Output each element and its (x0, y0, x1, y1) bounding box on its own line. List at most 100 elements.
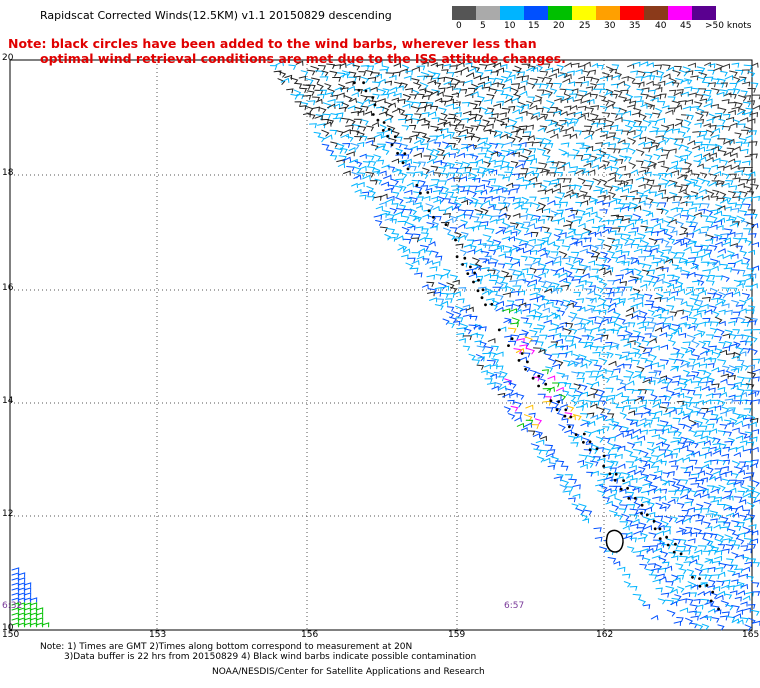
wind-barb (552, 244, 561, 251)
wind-barb (405, 113, 414, 119)
wind-barb (699, 350, 708, 356)
wind-barb (561, 121, 569, 127)
wind-barb (688, 346, 696, 354)
wind-barb (559, 201, 569, 207)
wind-barb (622, 233, 631, 240)
wind-barb (416, 65, 426, 71)
scale-label: 45 (680, 21, 692, 31)
wind-barb (741, 203, 751, 209)
wind-barb (630, 169, 639, 175)
wind-barb (741, 556, 749, 562)
wind-barb (537, 127, 545, 133)
contamination-dot (490, 302, 494, 306)
wind-barb (707, 566, 716, 572)
wind-barb (480, 250, 490, 257)
wind-barb (569, 93, 578, 99)
wind-barb (441, 186, 450, 193)
wind-barb (632, 330, 641, 337)
wind-barb (553, 234, 562, 241)
wind-barb (622, 573, 631, 579)
contamination-dot (396, 151, 399, 155)
wind-barb (449, 202, 458, 209)
wind-barb (721, 275, 730, 282)
wind-barb (500, 287, 508, 292)
wind-barb (697, 590, 706, 596)
wind-barb (471, 224, 480, 231)
wind-barb (606, 397, 614, 403)
wind-barb (425, 260, 434, 266)
wind-barb (655, 587, 663, 593)
wind-barb (521, 196, 530, 204)
wind-barb (749, 421, 757, 427)
wind-barb (696, 503, 704, 510)
wind-barb (406, 172, 416, 178)
wind-barb (571, 267, 579, 274)
wind-barb (627, 120, 637, 127)
wind-barb (352, 124, 361, 130)
wind-barb (457, 81, 465, 87)
wind-barb (443, 227, 452, 235)
wind-barb (439, 192, 449, 199)
wind-barb (546, 100, 555, 107)
wind-barb (691, 381, 700, 386)
wind-barb (546, 215, 554, 222)
wind-barb (645, 419, 654, 425)
wind-barb (515, 116, 523, 122)
wind-barb (563, 178, 572, 184)
wind-barb (570, 209, 579, 215)
wind-barb (515, 163, 524, 169)
wind-barb (732, 196, 741, 202)
wind-barb (623, 364, 632, 369)
wind-barb (634, 296, 644, 302)
wind-barb (610, 329, 620, 335)
wind-barb (490, 151, 499, 157)
wind-barb (541, 285, 549, 292)
wind-barb (512, 285, 522, 291)
wind-barb (705, 393, 714, 399)
wind-barb (405, 70, 414, 76)
wind-barb (744, 154, 753, 161)
wind-barb (660, 267, 669, 273)
wind-barb (724, 593, 733, 600)
wind-barb (334, 147, 343, 154)
wind-barb (644, 245, 653, 251)
wind-barb (734, 568, 743, 574)
wind-barb (530, 335, 540, 341)
wind-barb (685, 465, 694, 471)
wind-barb (380, 93, 390, 99)
wind-barb (720, 600, 730, 607)
wind-barb (636, 301, 644, 308)
wind-barb (670, 230, 678, 236)
wind-barb (695, 623, 704, 630)
wind-barb (737, 182, 745, 189)
wind-barb (586, 251, 595, 258)
wind-barb (590, 470, 599, 476)
wind-barb (510, 231, 518, 237)
wind-barb (17, 587, 26, 593)
wind-barb (365, 155, 375, 161)
wind-barb (697, 330, 706, 337)
wind-barb (642, 500, 650, 506)
wind-barb (573, 98, 582, 104)
wind-barb (614, 218, 622, 224)
wind-barb (734, 170, 744, 176)
wind-barb (395, 148, 404, 155)
wind-barb (593, 527, 602, 533)
scale-swatch (548, 6, 573, 20)
wind-barb (676, 502, 685, 509)
wind-barb (598, 118, 607, 123)
wind-barb (550, 401, 559, 408)
wind-barb (462, 304, 471, 310)
wind-barb (701, 303, 709, 309)
wind-barb (401, 125, 410, 131)
wind-barb (658, 576, 667, 582)
wind-barb (657, 598, 666, 605)
wind-barb (534, 226, 543, 232)
wind-barb (414, 186, 423, 192)
wind-barb (735, 69, 744, 75)
wind-barb (566, 405, 575, 412)
wind-barb (321, 129, 330, 137)
contamination-dot (406, 167, 410, 171)
wind-barb (414, 171, 424, 177)
wind-barb (713, 292, 723, 300)
